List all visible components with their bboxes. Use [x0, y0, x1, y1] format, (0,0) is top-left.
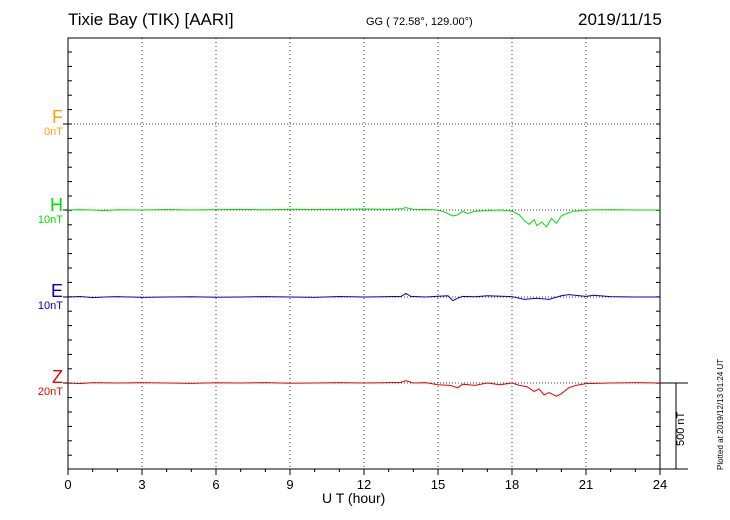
component-name-f: F: [52, 107, 63, 127]
series-line-h: [67, 207, 660, 228]
component-name-h: H: [50, 195, 63, 215]
x-axis-title: U T (hour): [322, 490, 386, 506]
x-tick-label: 24: [653, 477, 667, 492]
x-tick-label: 12: [357, 477, 371, 492]
x-tick-label: 6: [212, 477, 219, 492]
geographic-coordinates: GG ( 72.58°, 129.00°): [366, 16, 473, 28]
station-title: Tixie Bay (TIK) [AARI]: [68, 10, 234, 29]
component-label-z: Z 20nT: [38, 368, 63, 399]
x-tick-label: 9: [286, 477, 293, 492]
series-line-e: [67, 292, 660, 302]
x-tick-label: 15: [431, 477, 445, 492]
x-tick-label: 0: [64, 477, 71, 492]
component-scale-h: 10nT: [37, 214, 63, 226]
scale-bar-label: 500 nT: [675, 411, 687, 446]
plot-date: 2019/11/15: [578, 10, 662, 29]
component-name-e: E: [50, 281, 63, 301]
component-scale-z: 20nT: [37, 386, 63, 398]
series-line-z: [67, 380, 661, 397]
plotted-timestamp: Plotted at 2019/12/13 01:24 UT: [716, 358, 725, 470]
component-label-f: F 0nT: [44, 108, 63, 139]
x-tick-label: 18: [505, 477, 519, 492]
x-tick-label: 3: [138, 477, 145, 492]
grid-lines: [68, 38, 660, 469]
component-label-e: E 10nT: [38, 282, 63, 313]
component-scale-f: 0nT: [44, 126, 63, 138]
component-label-h: H 10nT: [38, 196, 63, 227]
component-name-z: Z: [52, 367, 63, 387]
data-series: [67, 207, 661, 397]
axes: 0 3 6 9 12 15 18 21 24: [63, 37, 688, 492]
component-scale-e: 10nT: [37, 300, 63, 312]
x-tick-label: 21: [579, 477, 593, 492]
